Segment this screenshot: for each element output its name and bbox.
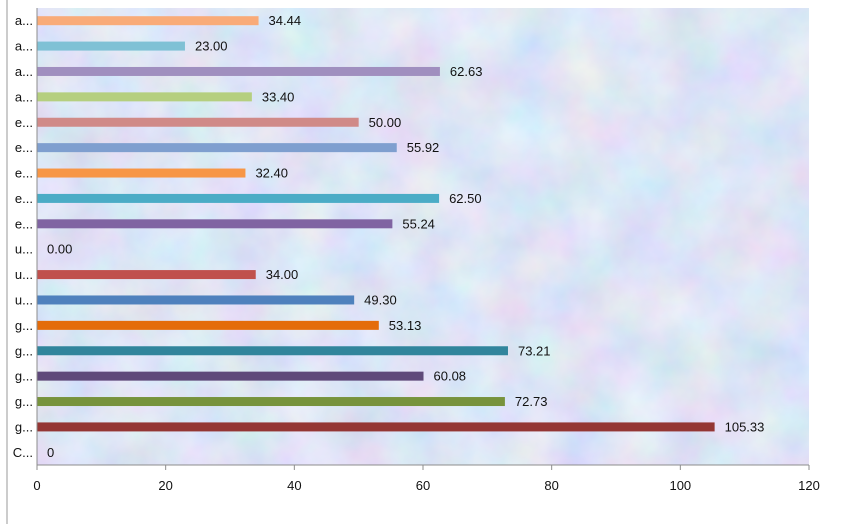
bar-7 bbox=[37, 270, 256, 280]
bar-2 bbox=[37, 397, 505, 407]
x-tick-label-2: 40 bbox=[287, 478, 301, 493]
category-labels: C... g... g... g... g... g... u... u... u... e...… bbox=[13, 13, 33, 460]
bar-1 bbox=[37, 422, 715, 432]
data-label-6: 49.30 bbox=[364, 292, 397, 307]
category-label-13: e... bbox=[15, 115, 33, 130]
data-label-16: 23.00 bbox=[195, 39, 228, 54]
data-label-9: 55.24 bbox=[402, 216, 435, 231]
category-label-9: e... bbox=[15, 216, 33, 231]
data-label-11: 32.40 bbox=[255, 166, 288, 181]
x-tick-label-5: 100 bbox=[669, 478, 691, 493]
category-label-2: g... bbox=[15, 394, 33, 409]
data-labels: 0 105.33 72.73 60.08 73.21 53.13 49.30 34.00 0.0… bbox=[47, 13, 764, 460]
bar-3 bbox=[37, 371, 424, 381]
bar-17 bbox=[37, 16, 259, 26]
x-tick-label-1: 20 bbox=[158, 478, 172, 493]
bar-6 bbox=[37, 295, 355, 305]
data-label-4: 73.21 bbox=[518, 343, 551, 358]
category-label-17: a... bbox=[15, 13, 33, 28]
category-label-4: g... bbox=[15, 343, 33, 358]
bar-10 bbox=[37, 193, 440, 203]
category-label-1: g... bbox=[15, 419, 33, 434]
x-tick-label-0: 0 bbox=[33, 478, 40, 493]
category-label-8: u... bbox=[15, 242, 33, 257]
bar-14 bbox=[37, 92, 252, 102]
x-tick-label-6: 120 bbox=[798, 478, 820, 493]
data-label-8: 0.00 bbox=[47, 242, 72, 257]
bar-4 bbox=[37, 346, 508, 356]
category-label-3: g... bbox=[15, 369, 33, 384]
category-label-16: a... bbox=[15, 39, 33, 54]
category-label-11: e... bbox=[15, 166, 33, 181]
data-label-13: 50.00 bbox=[369, 115, 402, 130]
x-axis-ticks: 0 20 40 60 80 100 120 bbox=[33, 465, 820, 493]
data-label-5: 53.13 bbox=[389, 318, 422, 333]
category-label-7: u... bbox=[15, 267, 33, 282]
category-label-14: a... bbox=[15, 89, 33, 104]
bars-group bbox=[37, 16, 715, 432]
category-label-12: e... bbox=[15, 140, 33, 155]
data-label-0: 0 bbox=[47, 445, 54, 460]
bar-11 bbox=[37, 168, 246, 178]
bar-15 bbox=[37, 66, 440, 76]
data-label-14: 33.40 bbox=[262, 89, 295, 104]
plot-background-wash bbox=[37, 8, 809, 465]
category-label-15: a... bbox=[15, 64, 33, 79]
data-label-2: 72.73 bbox=[515, 394, 548, 409]
category-label-0: C... bbox=[13, 445, 33, 460]
category-label-5: g... bbox=[15, 318, 33, 333]
bar-9 bbox=[37, 219, 393, 229]
x-tick-label-3: 60 bbox=[416, 478, 430, 493]
data-label-10: 62.50 bbox=[449, 191, 482, 206]
bar-16 bbox=[37, 41, 185, 51]
category-label-10: e... bbox=[15, 191, 33, 206]
plot-background bbox=[37, 8, 809, 465]
bar-13 bbox=[37, 117, 359, 127]
data-label-7: 34.00 bbox=[266, 267, 299, 282]
data-label-3: 60.08 bbox=[434, 369, 467, 384]
bar-12 bbox=[37, 143, 397, 153]
data-label-1: 105.33 bbox=[725, 419, 765, 434]
data-label-12: 55.92 bbox=[407, 140, 440, 155]
bar-5 bbox=[37, 320, 379, 330]
data-label-15: 62.63 bbox=[450, 64, 483, 79]
data-label-17: 34.44 bbox=[269, 13, 302, 28]
x-tick-label-4: 80 bbox=[544, 478, 558, 493]
category-label-6: u... bbox=[15, 292, 33, 307]
